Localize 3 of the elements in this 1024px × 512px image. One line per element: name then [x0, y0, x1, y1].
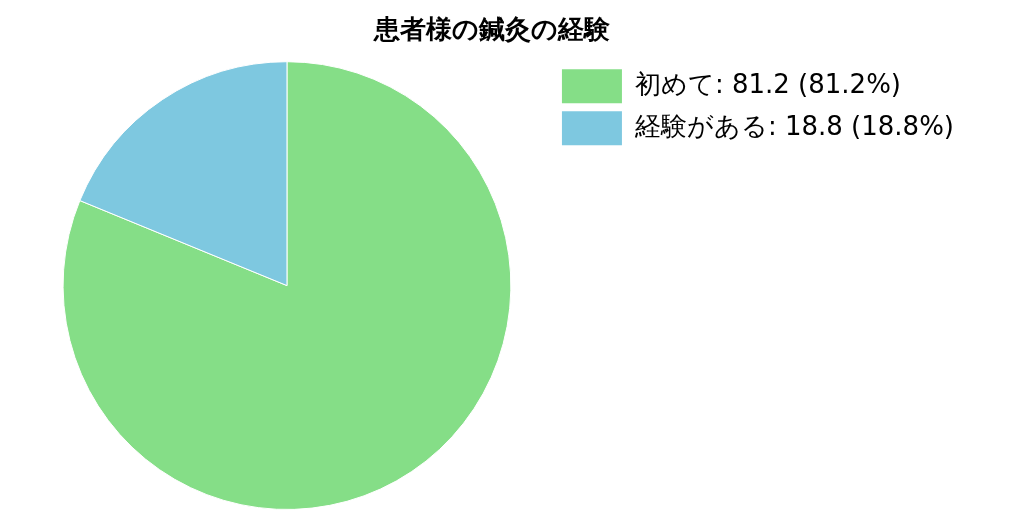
legend-label: 初めて: 81.2 (81.2%): [634, 68, 901, 99]
legend-label: 経験がある: 18.8 (18.8%): [633, 110, 954, 141]
chart-title: 患者様の鍼灸の経験: [373, 14, 611, 45]
